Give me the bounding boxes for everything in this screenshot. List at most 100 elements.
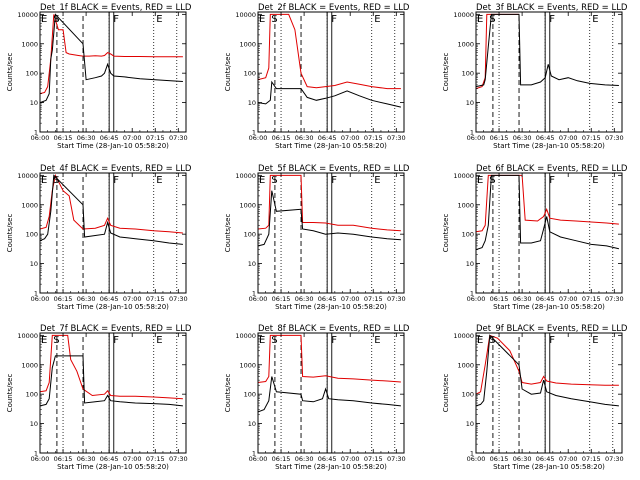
plot-frame [257,11,405,133]
x-tick-label: 06:00 [467,455,486,463]
y-tick-label: 1000 [239,361,256,369]
y-tick-label: 1 [34,129,38,137]
x-tick-label: 07:30 [169,134,188,142]
events-series-line [40,355,183,407]
lld-series-line [258,334,401,383]
event-marker-label: E [259,175,265,186]
events-series-line [258,80,402,108]
lld-series-line [258,13,401,90]
y-tick-label: 1 [252,129,256,137]
event-marker-label: S [489,175,495,186]
x-tick-label: 06:45 [100,295,119,303]
x-axis-label: Start Time (28-Jan-10 05:58:20) [493,303,605,311]
x-tick-label: 06:30 [77,134,96,142]
y-tick-label: 10 [30,420,38,428]
x-tick-label: 07:30 [387,295,406,303]
events-series-line [40,13,183,104]
event-marker-label: E [477,14,483,25]
x-tick-label: 07:15 [582,455,601,463]
y-tick-label: 100 [244,391,256,399]
y-tick-label: 1000 [21,361,38,369]
x-tick-label: 06:30 [295,295,314,303]
y-tick-label: 1 [34,450,38,458]
y-tick-label: 10000 [235,11,256,19]
plot-frame [39,11,187,133]
x-tick-label: 06:45 [536,455,555,463]
events-series-line [258,190,401,247]
x-tick-label: 07:15 [364,134,383,142]
x-tick-label: 06:15 [54,134,73,142]
x-tick-label: 07:15 [582,134,601,142]
subplot-title: Det_3f BLACK = Events, RED = LLD [476,3,628,13]
x-tick-label: 06:15 [272,295,291,303]
plot-frame [475,332,623,454]
y-tick-label: 10000 [235,172,256,180]
subplot-title: Det_1f BLACK = Events, RED = LLD [40,3,192,13]
x-tick-label: 06:45 [318,455,337,463]
x-tick-label: 06:30 [77,295,96,303]
y-tick-label: 1 [470,450,474,458]
x-tick-label: 07:00 [341,295,360,303]
event-marker-label: F [113,335,119,346]
event-marker-label: E [156,14,162,25]
event-marker-label: S [53,335,59,346]
x-tick-label: 07:15 [364,455,383,463]
y-tick-label: 10 [466,260,474,268]
y-tick-label: 10000 [17,11,38,19]
event-marker-label: F [549,175,555,186]
x-tick-label: 06:00 [249,295,268,303]
x-tick-label: 07:30 [605,295,624,303]
lld-series-line [258,174,401,232]
y-tick-label: 1 [470,129,474,137]
plot-frame [257,332,405,454]
y-tick-label: 1000 [21,201,38,209]
x-axis-label: Start Time (28-Jan-10 05:58:20) [57,142,169,150]
event-marker-label: S [53,14,59,25]
x-tick-label: 06:00 [31,295,50,303]
y-axis-label: Counts/sec [6,214,14,253]
subplot-title: Det_5f BLACK = Events, RED = LLD [258,164,410,174]
subplot-title: Det_4f BLACK = Events, RED = LLD [40,164,192,174]
x-tick-label: 06:15 [490,455,509,463]
x-tick-label: 06:15 [54,295,73,303]
event-marker-label: F [331,335,337,346]
y-tick-label: 1000 [239,40,256,48]
lld-series-line [40,334,183,400]
y-axis-label: Counts/sec [6,374,14,413]
event-marker-label: E [592,175,598,186]
x-tick-label: 07:00 [123,134,142,142]
x-tick-label: 07:30 [605,134,624,142]
x-tick-label: 06:45 [318,295,337,303]
lld-series-line [476,334,619,395]
event-marker-label: E [374,175,380,186]
x-tick-label: 07:00 [123,295,142,303]
y-tick-label: 10000 [453,172,474,180]
events-series-line [40,174,183,245]
plot-frame [475,172,623,294]
x-tick-label: 06:15 [272,455,291,463]
y-tick-label: 1000 [21,40,38,48]
y-tick-label: 10000 [17,172,38,180]
subplot-title: Det_2f BLACK = Events, RED = LLD [258,3,410,13]
x-tick-label: 07:30 [387,134,406,142]
lld-series-line [476,13,519,90]
x-tick-label: 06:45 [100,455,119,463]
plot-frame [475,11,623,133]
y-axis-label: Counts/sec [224,214,232,253]
plot-frame [39,172,187,294]
x-tick-label: 07:00 [559,455,578,463]
x-axis-label: Start Time (28-Jan-10 05:58:20) [275,303,387,311]
events-series-line [476,13,619,88]
y-tick-label: 10000 [235,332,256,340]
x-tick-label: 07:30 [169,295,188,303]
plot-frame [39,332,187,454]
event-marker-label: S [489,335,495,346]
y-axis-label: Counts/sec [442,374,450,413]
event-marker-label: E [41,335,47,346]
y-axis-label: Counts/sec [6,53,14,92]
x-axis-label: Start Time (28-Jan-10 05:58:20) [57,463,169,471]
event-marker-label: E [156,335,162,346]
